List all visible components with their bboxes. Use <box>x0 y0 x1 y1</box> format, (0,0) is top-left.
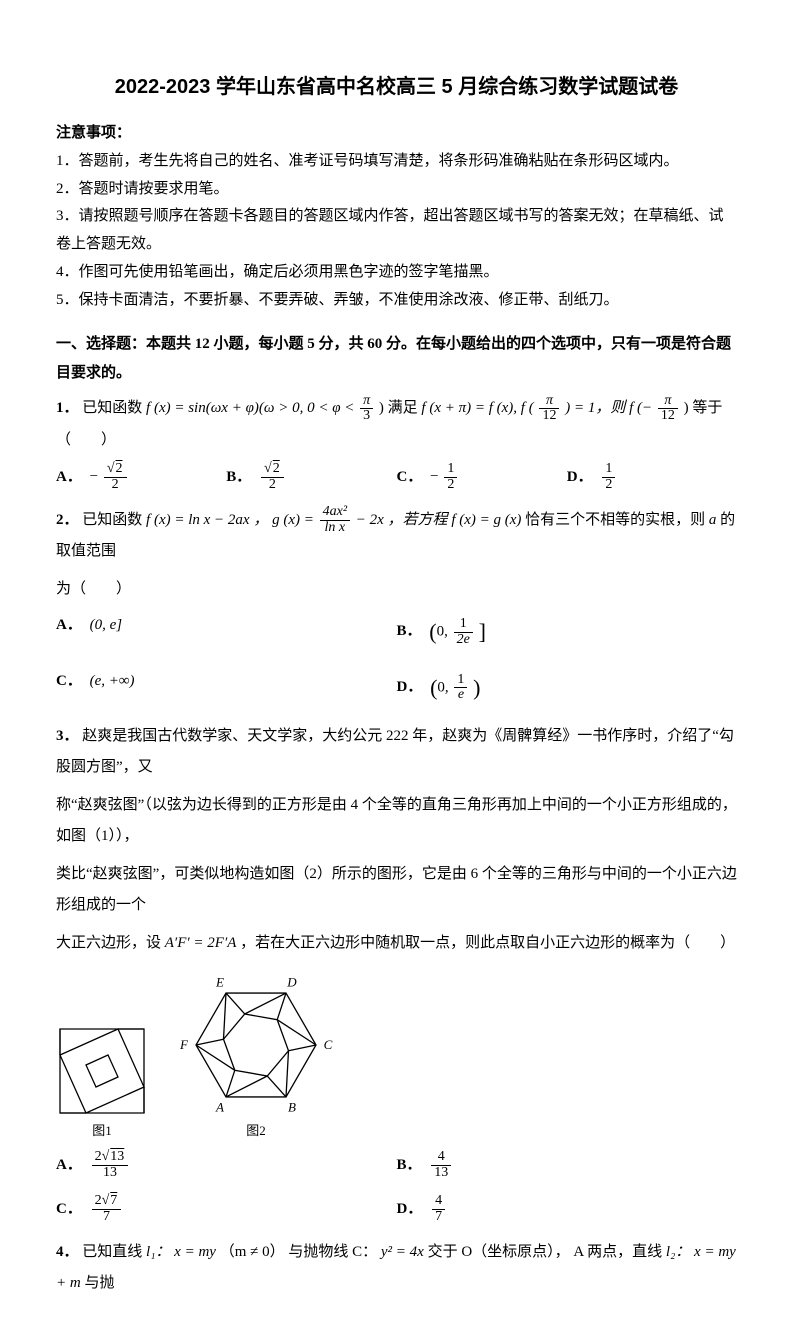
svg-text:A: A <box>215 1100 224 1115</box>
question-4: 4． 已知直线 l₁： x = my （m ≠ 0） 与抛物线 C： y² = … <box>56 1237 737 1300</box>
q2-g-mid: − 2x ，若方程 <box>356 512 452 528</box>
q2-g-pre: g (x) = <box>272 512 314 528</box>
q1-option-c: C． − 1 2 <box>397 462 567 492</box>
q1-option-b: B． √2 2 <box>226 462 396 492</box>
instructions-block: 注意事项： 1．答题前，考生先将自己的姓名、准考证号码填写清楚，将条形码准确粘贴… <box>56 120 737 314</box>
svg-text:F: F <box>179 1037 189 1052</box>
q2-text: 已知函数 <box>82 512 146 528</box>
pi-over-3: π 3 <box>360 394 373 424</box>
q3-p2: 称“赵爽弦图”（以弦为边长得到的正方形是由 4 个全等的直角三角形再加上中间的一… <box>56 790 737 853</box>
section-1-head: 一、选择题：本题共 12 小题，每小题 5 分，共 60 分。在每小题给出的四个… <box>56 330 737 387</box>
4-over-13: 4 13 <box>431 1150 451 1180</box>
q1-ask: f (− <box>629 400 652 416</box>
page-title: 2022-2023 学年山东省高中名校高三 5 月综合练习数学试题试卷 <box>56 68 737 106</box>
instruction-line: 4．作图可先使用铅笔画出，确定后必须用黑色字迹的签字笔描黑。 <box>56 259 737 287</box>
q2-f-def: f (x) = ln x − 2ax ， <box>146 512 268 528</box>
q2-option-a: A． (0, e] <box>56 611 397 653</box>
neg-half: 1 2 <box>444 462 457 492</box>
q1-text: ) 满足 <box>379 400 422 416</box>
q3-p1: 赵爽是我国古代数学家、天文学家，大约公元 222 年，赵爽为《周髀算经》一书作序… <box>56 728 734 776</box>
question-2: 2． 已知函数 f (x) = ln x − 2ax ， g (x) = 4ax… <box>56 505 737 568</box>
q2-number: 2． <box>56 512 79 528</box>
q3-figures: 图1 E D C B A F 图2 <box>56 967 737 1144</box>
q3-number: 3． <box>56 728 79 744</box>
question-3: 3． 赵爽是我国古代数学家、天文学家，大约公元 222 年，赵爽为《周髀算经》一… <box>56 721 737 784</box>
instruction-line: 5．保持卡面清洁，不要折暴、不要弄破、弄皱，不准使用涂改液、修正带、刮纸刀。 <box>56 287 737 315</box>
q3-options: A． 2√13 13 B． 4 13 C． 2√7 7 D． 4 7 <box>56 1150 737 1225</box>
fig1-caption: 图1 <box>56 1119 148 1144</box>
one-over-e: 1 e <box>454 673 467 703</box>
q3-option-a: A． 2√13 13 <box>56 1150 397 1180</box>
fig2-caption: 图2 <box>176 1119 336 1144</box>
q3-option-d: D． 4 7 <box>397 1194 738 1224</box>
q4-number: 4． <box>56 1244 79 1260</box>
sqrt2-over-2: √2 2 <box>261 462 284 492</box>
q1-func-def-a: f (x) = sin(ωx + φ)(ω > 0, 0 < φ < <box>146 400 354 416</box>
q2-options: A． (0, e] B． (0, 1 2e ] C． (e, +∞) D． (0… <box>56 611 737 709</box>
figure-1: 图1 <box>56 1025 148 1144</box>
q2-tail1: 恰有三个不相等的实根，则 <box>525 512 709 528</box>
q1-text: 已知函数 <box>82 400 146 416</box>
q1-option-a: A． − √2 2 <box>56 462 226 492</box>
pi-over-12-b: π 12 <box>658 394 678 424</box>
q2-fg: f (x) = g (x) <box>451 512 521 528</box>
half: 1 2 <box>602 462 615 492</box>
q2-option-b: B． (0, 1 2e ] <box>397 611 738 653</box>
q1-cond-tail: ) = 1，则 <box>565 400 629 416</box>
q3-option-b: B． 4 13 <box>397 1150 738 1180</box>
svg-text:E: E <box>215 975 224 990</box>
one-over-2e: 1 2e <box>454 617 473 647</box>
q1-options: A． − √2 2 B． √2 2 C． − 1 2 D． 1 <box>56 462 737 492</box>
instruction-line: 1．答题前，考生先将自己的姓名、准考证号码填写清楚，将条形码准确粘贴在条形码区域… <box>56 148 737 176</box>
question-1: 1． 已知函数 f (x) = sin(ωx + φ)(ω > 0, 0 < φ… <box>56 393 737 456</box>
q3-p4: 大正六边形，设 A′F′ = 2F′A ，若在大正六边形中随机取一点，则此点取自… <box>56 928 737 960</box>
svg-text:B: B <box>288 1100 296 1115</box>
q3-p3: 类比“赵爽弦图”，可类似地构造如图（2）所示的图形，它是由 6 个全等的三角形与… <box>56 859 737 922</box>
q1-option-d: D． 1 2 <box>567 462 737 492</box>
q2-option-d: D． (0, 1 e ) <box>397 667 738 709</box>
2sqrt13-over-13: 2√13 13 <box>92 1150 129 1180</box>
q3-option-c: C． 2√7 7 <box>56 1194 397 1224</box>
q2-tail-line: 为（ ） <box>56 574 737 606</box>
hexagon-diagram: E D C B A F <box>176 967 336 1117</box>
neg-sqrt2-over-2: √2 2 <box>104 462 127 492</box>
zhaoshuang-square-diagram <box>56 1025 148 1117</box>
instruction-line: 3．请按照题号顺序在答题卡各题目的答题区域内作答，超出答题区域书写的答案无效；在… <box>56 203 737 259</box>
q2-option-c: C． (e, +∞) <box>56 667 397 709</box>
q1-number: 1． <box>56 400 79 416</box>
figure-2: E D C B A F 图2 <box>176 967 336 1144</box>
pi-over-12: π 12 <box>539 394 559 424</box>
svg-text:D: D <box>286 975 297 990</box>
instruction-line: 2．答题时请按要求用笔。 <box>56 176 737 204</box>
4ax2-over-lnx: 4ax² ln x <box>320 505 350 535</box>
q2-a-var: a <box>709 512 717 528</box>
4-over-7: 4 7 <box>432 1194 445 1224</box>
exam-page: 2022-2023 学年山东省高中名校高三 5 月综合练习数学试题试卷 注意事项… <box>0 0 793 1336</box>
instructions-head: 注意事项： <box>56 120 737 148</box>
q1-cond: f (x + π) = f (x), f ( <box>421 400 533 416</box>
svg-text:C: C <box>324 1037 333 1052</box>
2sqrt7-over-7: 2√7 7 <box>92 1194 122 1224</box>
